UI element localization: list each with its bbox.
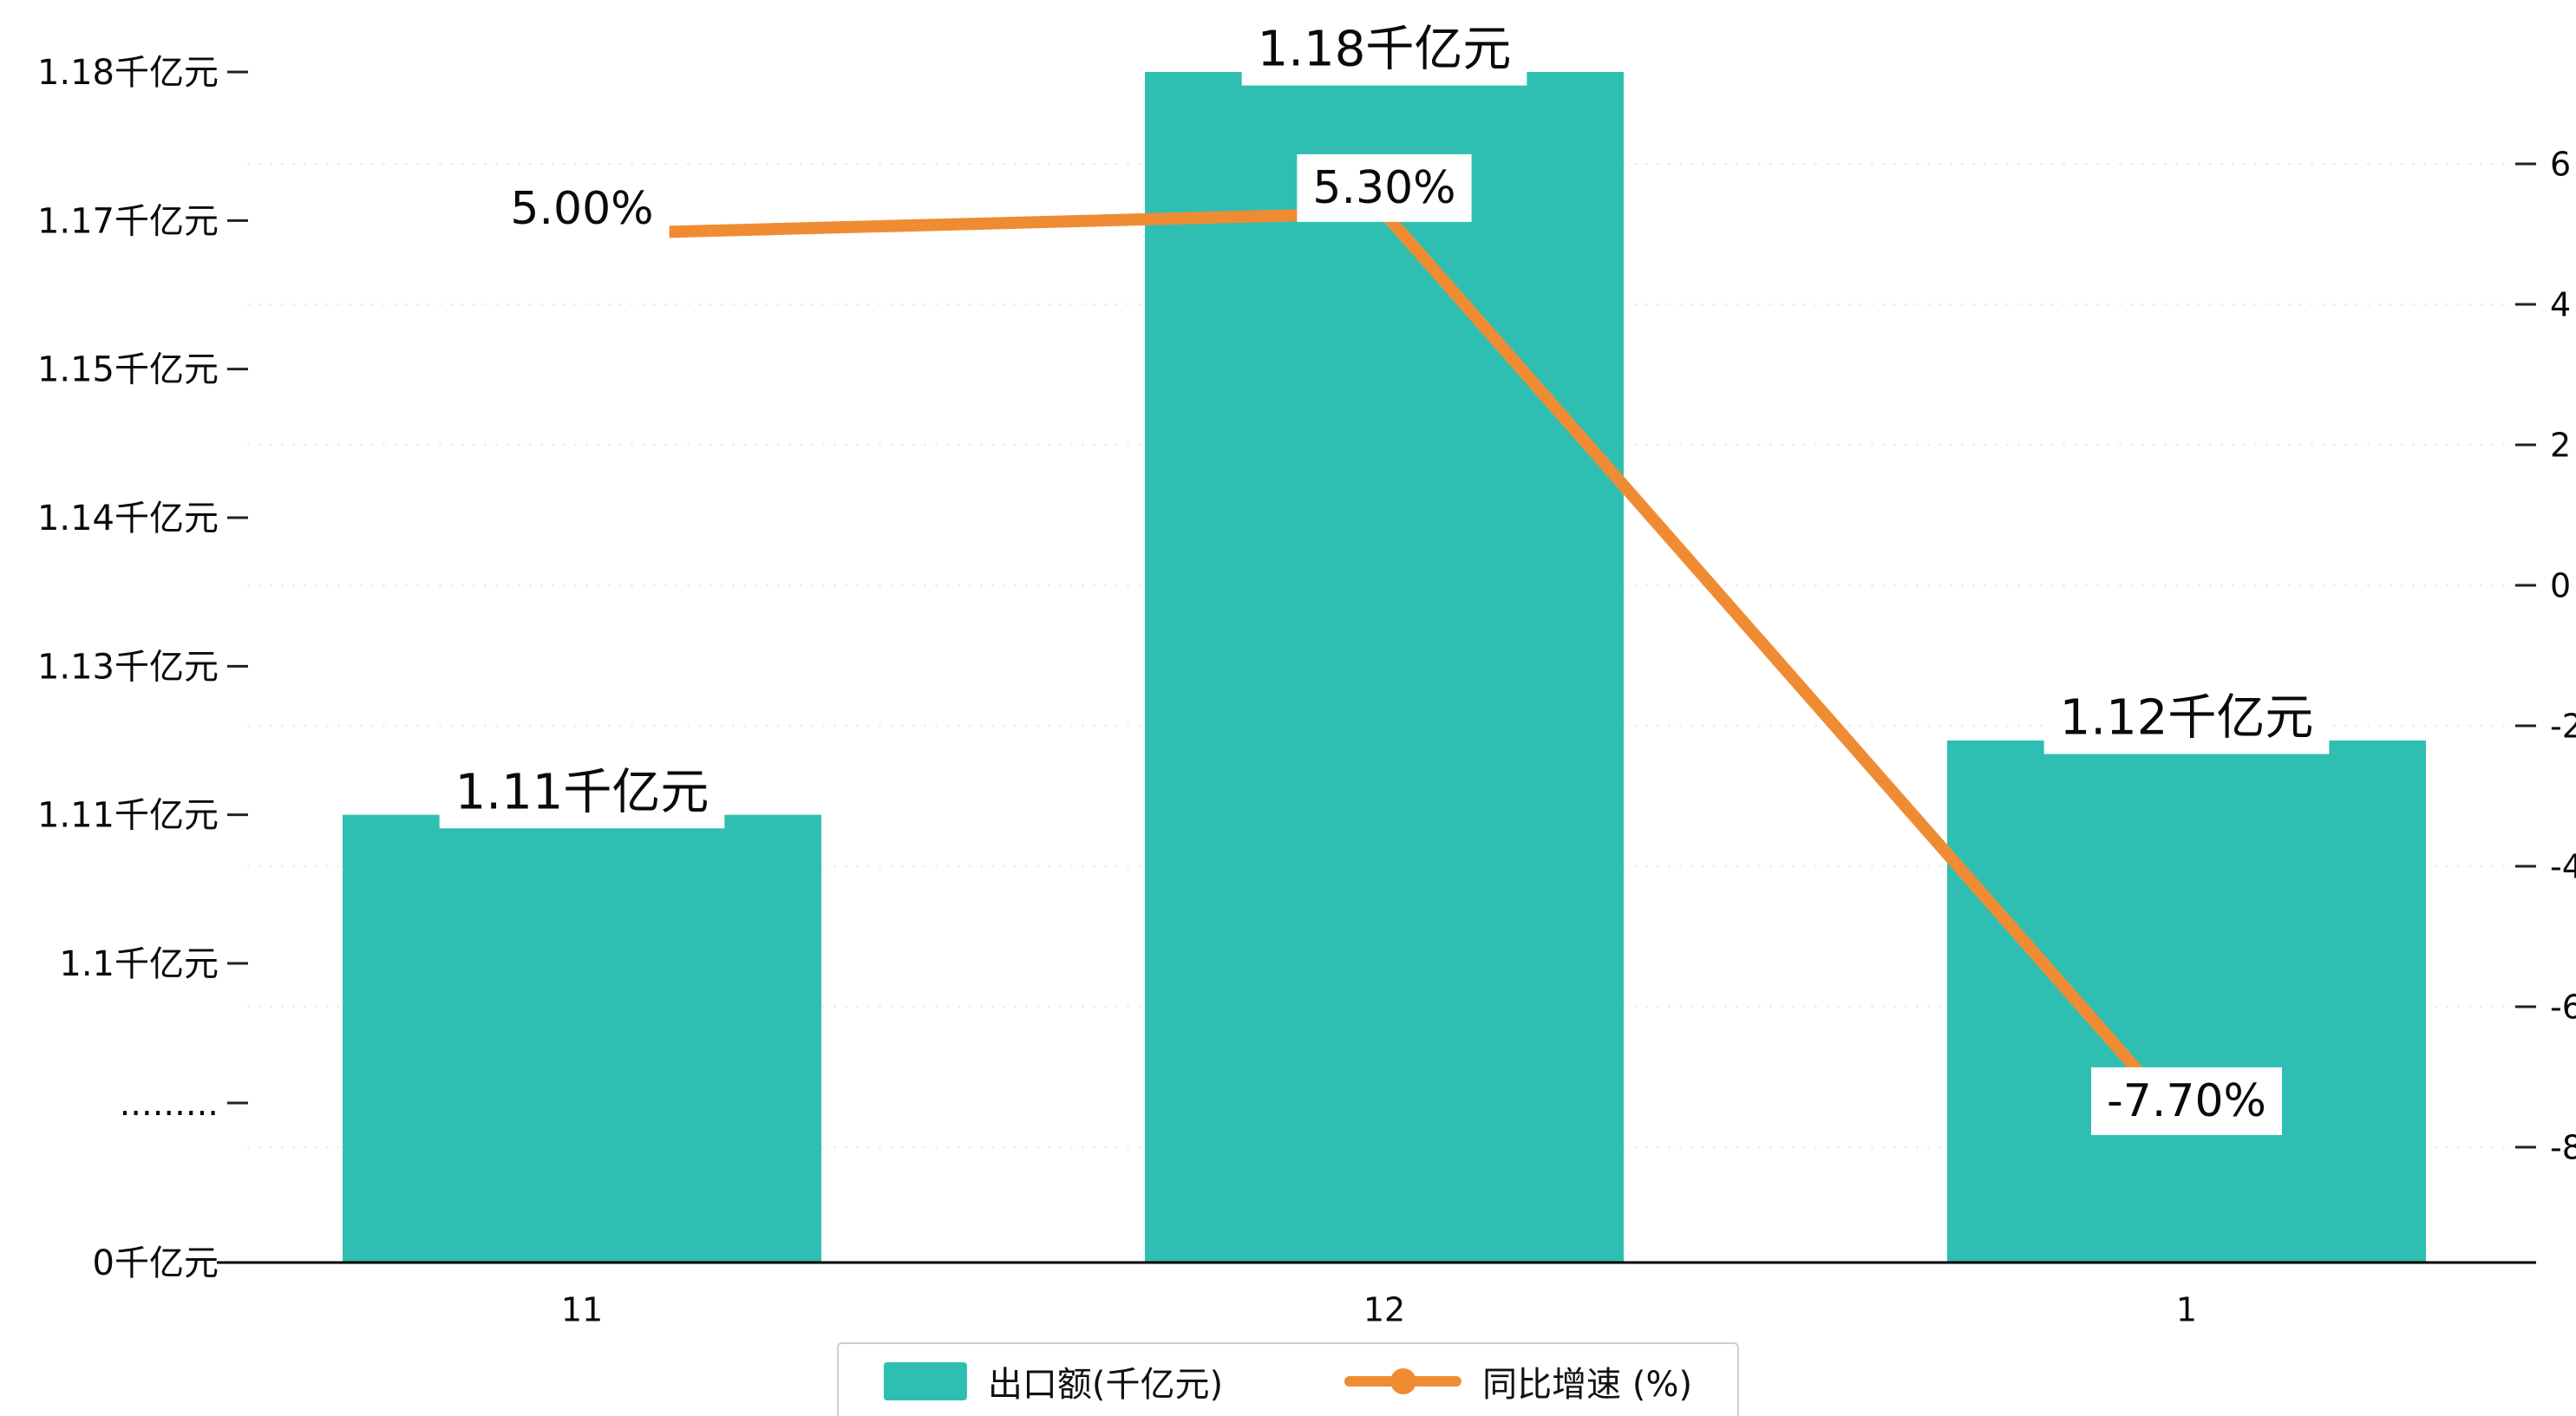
- growth-value-label: -7.70%: [2091, 1067, 2282, 1135]
- left-axis-tick-label: 1.18千亿元: [37, 53, 219, 93]
- growth-value-label: 5.00%: [494, 175, 670, 244]
- left-axis-tick-label: 0千亿元: [93, 1243, 219, 1283]
- left-axis-tick-label: 1.1千亿元: [59, 944, 219, 984]
- bar-value-label-text: 1.11千亿元: [455, 764, 709, 820]
- left-axis-tick-label: 1.15千亿元: [37, 350, 219, 390]
- x-category-label: 12: [1363, 1290, 1405, 1328]
- right-axis-tick-label: -8: [2550, 1128, 2576, 1166]
- bar-1[interactable]: [1947, 741, 2426, 1263]
- right-axis-tick-label: -6: [2550, 988, 2576, 1026]
- growth-value-label: 5.30%: [1297, 153, 1472, 222]
- bar-series-swatch: [883, 1362, 967, 1400]
- right-axis-tick-label: 0: [2550, 566, 2571, 604]
- right-axis-tick-label: 6: [2550, 145, 2571, 183]
- left-axis-tick-label: 1.17千亿元: [37, 201, 219, 241]
- right-axis-tick-label: -4: [2550, 847, 2576, 885]
- x-category-label: 1: [2176, 1290, 2197, 1328]
- line-series-swatch: [1344, 1368, 1462, 1394]
- left-axis-tick-label: 1.11千亿元: [37, 796, 219, 836]
- right-axis-tick-label: 2: [2550, 426, 2571, 464]
- line-series-dot-icon: [1389, 1368, 1416, 1394]
- bar-11[interactable]: [343, 814, 821, 1263]
- legend: 出口额(千亿元) 同比增速 (%): [836, 1342, 1740, 1416]
- legend-item-line-series[interactable]: 同比增速 (%): [1344, 1356, 1692, 1406]
- growth-value-label-text: 5.00%: [510, 183, 653, 235]
- legend-item-bar-series[interactable]: 出口额(千亿元): [883, 1356, 1224, 1406]
- bar-12[interactable]: [1145, 72, 1624, 1263]
- bar-value-label: 1.18千亿元: [1241, 13, 1527, 86]
- bar-value-label-text: 1.12千亿元: [2060, 690, 2314, 747]
- line-series-label: 同比增速 (%): [1482, 1365, 1693, 1405]
- bar-value-label: 1.12千亿元: [2043, 682, 2330, 754]
- left-axis-tick-label: 1.13千亿元: [37, 647, 219, 687]
- x-category-label: 11: [561, 1290, 603, 1328]
- bar-value-label-text: 1.18千亿元: [1258, 22, 1512, 78]
- left-axis-tick-label: 1.14千亿元: [37, 499, 219, 538]
- bar-series-label: 出口额(千亿元): [987, 1365, 1224, 1405]
- growth-value-label-text: -7.70%: [2107, 1075, 2266, 1127]
- right-axis-tick-label: -2: [2550, 707, 2576, 745]
- axis-break-label: .........: [120, 1084, 219, 1124]
- bar-value-label: 1.11千亿元: [439, 756, 725, 829]
- growth-value-label-text: 5.30%: [1312, 162, 1455, 214]
- right-axis-tick-label: 4: [2550, 285, 2571, 323]
